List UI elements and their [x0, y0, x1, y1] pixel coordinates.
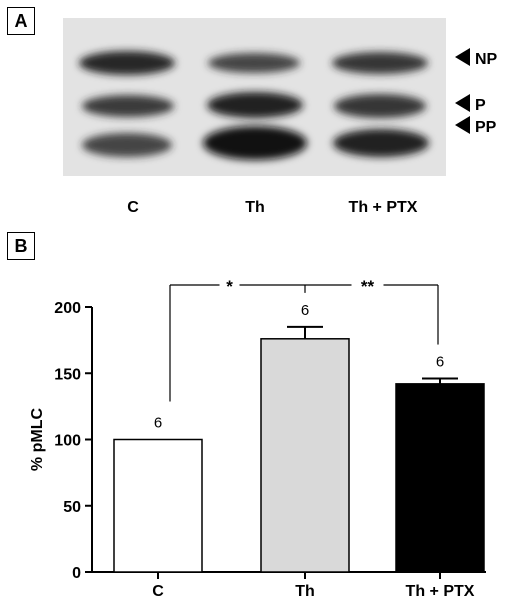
arrow-pp-icon — [455, 116, 470, 134]
band-ptx-p — [334, 94, 426, 118]
blot-bands — [79, 51, 429, 160]
band-label-np: NP — [475, 51, 498, 68]
bar-0 — [113, 438, 203, 573]
y-tick-label: 100 — [54, 433, 81, 450]
band-th-pp — [203, 126, 307, 160]
x-tick-label: C — [152, 583, 164, 599]
band-th-np — [208, 53, 300, 73]
lane-label-th-ptx: Th + PTX — [349, 199, 418, 216]
n-label: 6 — [301, 302, 309, 319]
lane-label-c: C — [127, 199, 139, 216]
y-tick-label: 150 — [54, 366, 81, 383]
x-tick-label: Th — [295, 583, 315, 599]
significance-label-c-th: * — [226, 277, 233, 296]
bar-1 — [260, 338, 350, 573]
band-label-pp: PP — [475, 119, 497, 136]
band-c-np — [79, 51, 175, 75]
panel-label-b: B — [7, 232, 35, 260]
western-blot: NP P PP C Th Th + PTX — [63, 18, 498, 216]
lane-label-th: Th — [245, 199, 265, 216]
arrow-p-icon — [455, 94, 470, 112]
chart-error-bars — [287, 325, 458, 384]
band-ptx-pp — [333, 129, 429, 157]
sig-label-bg — [351, 276, 384, 292]
y-tick-label: 50 — [63, 499, 81, 516]
chart-bars: 6 6 6 — [113, 302, 485, 573]
n-label: 6 — [154, 415, 162, 432]
y-tick-label: 0 — [72, 565, 81, 582]
band-c-p — [82, 95, 174, 117]
y-axis-label: % pMLC — [29, 408, 46, 472]
band-th-p — [207, 92, 303, 118]
x-tick-label: Th + PTX — [406, 583, 475, 599]
sig-label-bg — [219, 276, 240, 292]
panel-label-a: A — [7, 7, 35, 35]
panel-label-b-text: B — [14, 235, 28, 256]
band-c-pp — [82, 133, 172, 157]
band-ptx-np — [332, 52, 428, 74]
n-label: 6 — [436, 354, 444, 371]
arrow-np-icon — [455, 48, 470, 66]
band-label-p: P — [475, 97, 486, 114]
y-tick-label: 200 — [54, 300, 81, 317]
panel-label-a-text: A — [14, 10, 28, 31]
significance-label-th-ptx: ** — [361, 277, 375, 296]
bar-2 — [395, 383, 485, 573]
chart-significance: * ** — [169, 276, 439, 402]
